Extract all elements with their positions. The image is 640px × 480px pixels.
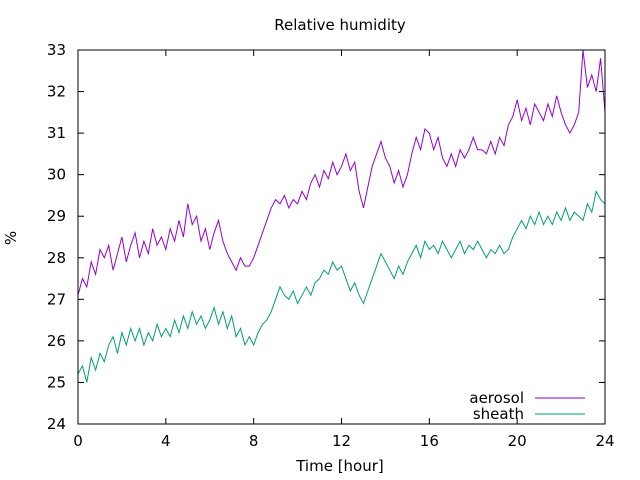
chart-title: Relative humidity <box>274 16 406 34</box>
series-line-sheath <box>77 189 606 383</box>
y-tick-label: 33 <box>47 41 66 59</box>
y-axis-label: % <box>2 231 20 245</box>
x-tick-label: 12 <box>332 432 351 450</box>
y-tick-label: 30 <box>47 166 66 184</box>
y-tick-label: 25 <box>47 373 66 391</box>
y-tick-label: 24 <box>47 415 66 433</box>
x-tick-label: 16 <box>420 432 439 450</box>
x-tick-label: 20 <box>508 432 527 450</box>
axis-ticks: 24 25 26 27 28 29 30 31 32 33 0 4 8 12 16 20 24 <box>47 41 615 450</box>
x-tick-label: 4 <box>161 432 171 450</box>
y-tick-label: 31 <box>47 124 66 142</box>
x-tick-label: 8 <box>249 432 259 450</box>
series-line-aerosol <box>77 49 606 296</box>
series-layer <box>77 49 606 383</box>
y-tick-label: 27 <box>47 290 66 308</box>
legend-label-aerosol: aerosol <box>469 389 524 407</box>
x-axis-label: Time [hour] <box>295 457 384 475</box>
y-tick-label: 29 <box>47 207 66 225</box>
y-tick-label: 28 <box>47 249 66 267</box>
y-tick-label: 26 <box>47 332 66 350</box>
y-tick-label: 32 <box>47 83 66 101</box>
x-tick-label: 0 <box>73 432 83 450</box>
x-tick-label: 24 <box>595 432 614 450</box>
plot-frame <box>77 49 606 425</box>
legend-label-sheath: sheath <box>473 405 524 423</box>
